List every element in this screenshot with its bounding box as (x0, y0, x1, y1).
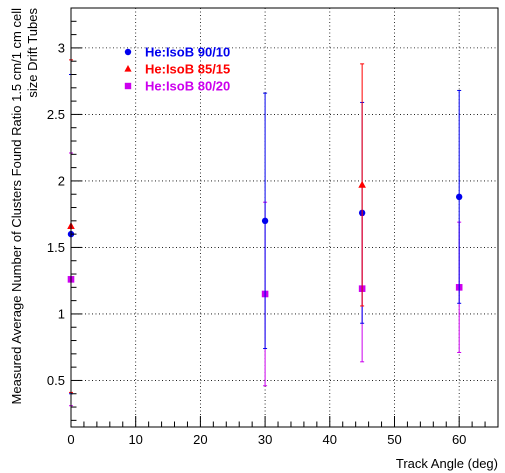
x-axis-title: Track Angle (deg) (396, 456, 498, 471)
plot-frame (70, 7, 499, 428)
y-tick-label: 3 (58, 40, 65, 55)
x-tick-label: 0 (67, 432, 74, 447)
legend-label-series-3: He:IsoB 80/20 (145, 79, 230, 94)
x-tick-label: 50 (387, 432, 401, 447)
y-tick-label: 1.5 (47, 240, 65, 255)
grid (71, 8, 498, 427)
legend: He:IsoB 90/10 He:IsoB 85/15 He:IsoB 80/2… (124, 45, 230, 94)
legend-marker-series-3 (124, 82, 132, 90)
data-point (358, 180, 366, 188)
x-tick-label: 40 (323, 432, 337, 447)
y-tick-label: 0.5 (47, 373, 65, 388)
y-axis-title-line-1: Measured Average Number of Clusters Foun… (9, 8, 24, 405)
x-tick-label: 20 (193, 432, 207, 447)
axes: 0 10 20 30 40 50 60 0.5 1 1.5 2 2.5 3 (47, 20, 486, 447)
y-tick-label: 2 (58, 173, 65, 188)
legend-label-series-1: He:IsoB 90/10 (145, 45, 230, 60)
y-axis-title-line-2: size Drift Tubes (25, 8, 40, 98)
x-tick-label: 60 (452, 432, 466, 447)
data-point (261, 217, 269, 225)
legend-marker-series-1 (124, 48, 132, 56)
y-tick-label: 1 (58, 306, 65, 321)
y-axis-title: Measured Average Number of Clusters Foun… (9, 8, 40, 405)
legend-marker-series-2 (124, 65, 132, 72)
x-tick-label: 30 (258, 432, 272, 447)
data-point (455, 193, 463, 201)
legend-label-series-2: He:IsoB 85/15 (145, 62, 230, 77)
x-tick-label: 10 (128, 432, 142, 447)
y-tick-label: 2.5 (47, 107, 65, 122)
